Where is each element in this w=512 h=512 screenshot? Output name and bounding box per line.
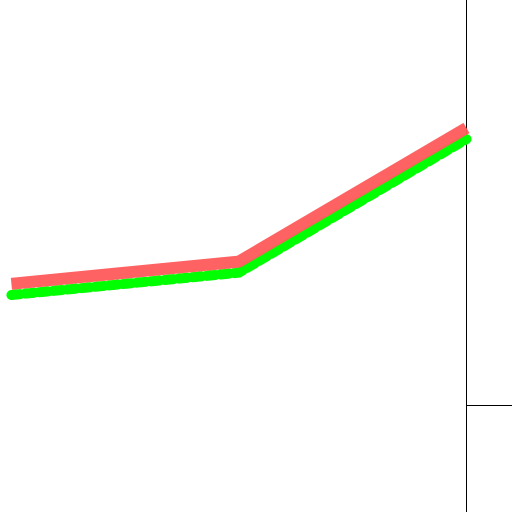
series-1-line bbox=[10, 122, 470, 290]
series-2-line bbox=[6, 134, 472, 300]
series-layer bbox=[6, 122, 472, 300]
